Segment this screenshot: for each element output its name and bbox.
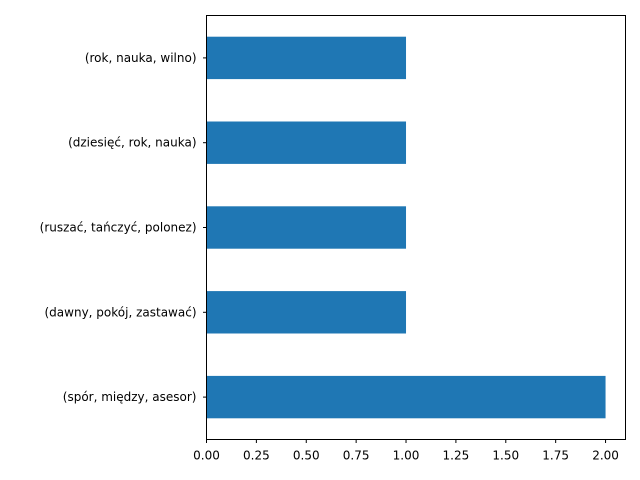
bars-group [206, 36, 606, 419]
x-tick-label: 0.25 [243, 449, 270, 463]
bar [206, 36, 407, 80]
x-tick-label: 0.00 [193, 449, 220, 463]
x-tick-label: 1.75 [542, 449, 569, 463]
y-tick-label: (spór, między, asesor) [63, 390, 197, 404]
y-tick-label: (ruszać, tańczyć, polonez) [40, 221, 197, 235]
x-tick-label: 2.00 [592, 449, 619, 463]
y-tick-label: (dziesięć, rok, nauka) [68, 136, 196, 150]
x-tick-label: 1.25 [443, 449, 470, 463]
x-tick-label: 0.50 [293, 449, 320, 463]
x-tick-label: 1.50 [492, 449, 519, 463]
x-tick-label: 0.75 [343, 449, 370, 463]
bar [206, 375, 606, 419]
y-tick-label: (rok, nauka, wilno) [85, 51, 197, 65]
y-tick-label: (dawny, pokój, zastawać) [45, 305, 197, 319]
bar [206, 206, 407, 249]
x-axis: 0.00 0.25 0.50 0.75 1.00 1.25 1.50 1.75 2.00 [193, 439, 619, 463]
bar [206, 121, 407, 164]
y-axis: (rok, nauka, wilno) (dziesięć, rok, nauka… [40, 51, 207, 404]
x-tick-label: 1.00 [393, 449, 420, 463]
bar [206, 291, 407, 334]
